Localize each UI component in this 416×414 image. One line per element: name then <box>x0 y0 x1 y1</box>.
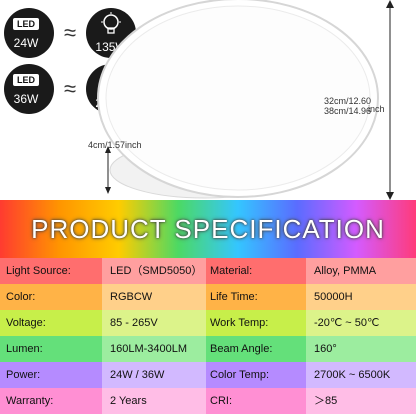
spec-key: Voltage: <box>6 317 46 329</box>
diameter-unit: inch <box>368 104 385 114</box>
spec-value: ＞85 <box>314 395 338 407</box>
spec-table: Light Source: LED（SMD5050） Material: All… <box>0 258 416 414</box>
spec-value: RGBCW <box>110 291 153 303</box>
product-photo-area: LED 24W ≈ 135W LED 36W ≈ <box>0 0 416 200</box>
spec-key: Life Time: <box>210 291 258 303</box>
spec-value: 24W / 36W <box>110 369 165 381</box>
led-badge: LED 24W <box>4 8 54 58</box>
spec-value: 160° <box>314 343 337 355</box>
spec-value: 160LM-3400LM <box>110 343 188 355</box>
led-watt: 36W <box>13 92 39 106</box>
row-strip <box>102 336 206 362</box>
spec-key: Color Temp: <box>210 369 270 381</box>
spec-key: CRI: <box>210 395 232 407</box>
diameter-label: 32cm/12.60 38cm/14.96 <box>324 96 372 116</box>
height-label: 4cm/1.57inch <box>88 140 142 150</box>
row-strip <box>306 284 416 310</box>
row-strip <box>0 284 102 310</box>
row-strip <box>0 388 102 414</box>
ceiling-light-illustration <box>97 0 394 200</box>
row-strip <box>102 388 206 414</box>
table-row: Lumen: 160LM-3400LM Beam Angle: 160° <box>0 336 416 362</box>
spec-title: PRODUCT SPECIFICATION <box>31 214 385 244</box>
spec-value: -20℃ ~ 50℃ <box>314 317 380 329</box>
row-strip <box>102 258 206 284</box>
row-strip <box>306 388 416 414</box>
row-strip <box>102 284 206 310</box>
row-strip <box>306 336 416 362</box>
approx-sign: ≈ <box>64 20 77 45</box>
row-strip <box>306 310 416 336</box>
spec-key: Light Source: <box>6 265 71 277</box>
row-strip <box>206 258 306 284</box>
row-strip <box>0 362 102 388</box>
spec-key: Lumen: <box>6 343 43 355</box>
spec-value: LED（SMD5050） <box>110 265 203 277</box>
spec-value: 50000H <box>314 291 353 303</box>
led-watt: 24W <box>13 36 39 50</box>
row-strip <box>206 336 306 362</box>
row-strip <box>206 310 306 336</box>
table-row: Color: RGBCW Life Time: 50000H <box>0 284 416 310</box>
led-badge: LED 36W <box>4 64 54 114</box>
spec-value: 2700K ~ 6500K <box>314 369 391 381</box>
spec-key: Material: <box>210 265 253 277</box>
lightbulb-icon <box>101 12 122 34</box>
row-strip <box>0 310 102 336</box>
row-strip <box>102 362 206 388</box>
spec-value: Alloy, PMMA <box>314 265 377 277</box>
led-label: LED <box>13 74 39 86</box>
row-strip <box>0 258 102 284</box>
spec-key: Power: <box>6 369 41 381</box>
spec-value: 85 - 265V <box>110 317 158 329</box>
row-strip <box>206 362 306 388</box>
spec-key: Beam Angle: <box>210 343 273 355</box>
row-strip <box>102 310 206 336</box>
table-row: Warranty: 2 Years CRI: ＞85 <box>0 388 416 414</box>
row-strip <box>206 388 306 414</box>
row-strip <box>206 284 306 310</box>
spec-banner: PRODUCT SPECIFICATION <box>0 200 416 260</box>
spec-key: Color: <box>6 291 36 303</box>
row-strip <box>306 258 416 284</box>
approx-sign: ≈ <box>64 76 77 101</box>
table-row: Power: 24W / 36W Color Temp: 2700K ~ 650… <box>0 362 416 388</box>
spec-key: Warranty: <box>6 395 54 407</box>
spec-key: Work Temp: <box>210 317 269 329</box>
led-label: LED <box>13 18 39 30</box>
table-row: Light Source: LED（SMD5050） Material: All… <box>0 258 416 284</box>
table-row: Voltage: 85 - 265V Work Temp: -20℃ ~ 50℃ <box>0 310 416 336</box>
row-strip <box>306 362 416 388</box>
row-strip <box>0 336 102 362</box>
spec-value: 2 Years <box>110 395 147 407</box>
